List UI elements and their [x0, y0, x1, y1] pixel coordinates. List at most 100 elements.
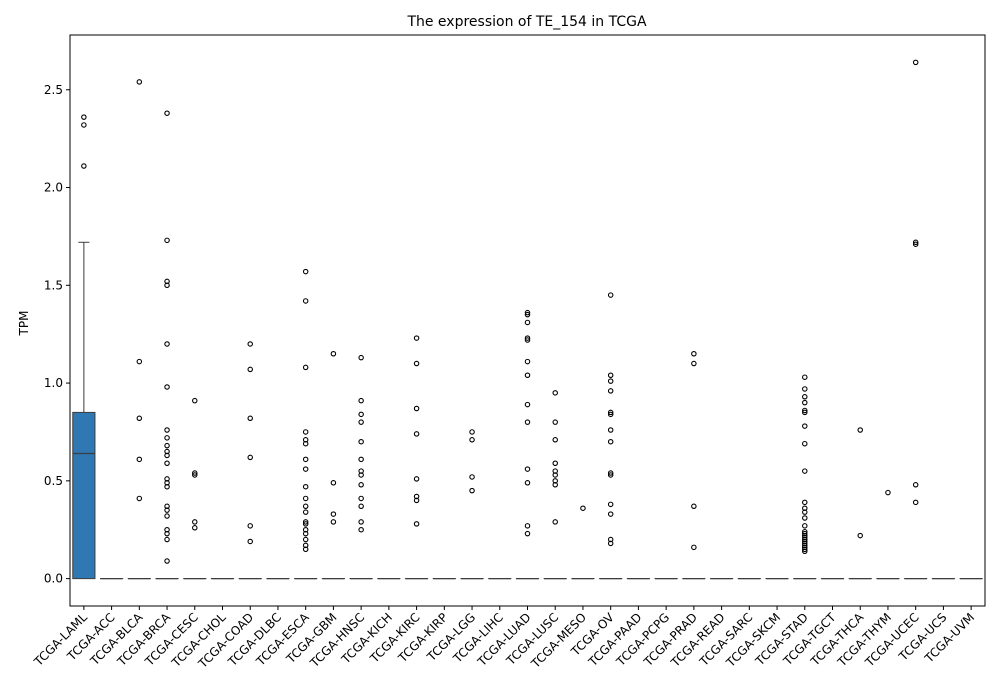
outlier-point	[164, 536, 170, 543]
box-group-tcga-ucec	[904, 59, 928, 580]
outlier-point	[247, 341, 253, 347]
box-group-tcga-meso	[571, 505, 595, 580]
outlier-point	[802, 399, 808, 406]
outlier-point	[912, 241, 919, 247]
chart-title: The expression of TE_154 in TCGA	[406, 14, 647, 30]
outlier-point	[802, 515, 808, 521]
box-group-tcga-blca	[127, 79, 151, 580]
y-tick-label: 1.0	[44, 376, 63, 390]
outlier-point	[524, 309, 531, 316]
outlier-point	[607, 511, 614, 517]
outlier-point	[413, 521, 420, 527]
outlier-point	[552, 519, 558, 525]
box-group-tcga-hnsc	[349, 354, 373, 580]
outlier-point	[330, 519, 337, 525]
outlier-point	[81, 163, 87, 169]
outlier-point	[330, 480, 337, 486]
outlier-point	[607, 388, 614, 394]
outlier-point	[524, 319, 531, 326]
outlier-point	[524, 401, 531, 408]
outlier-point	[302, 542, 309, 549]
box-group-tcga-stad	[793, 374, 817, 580]
outlier-point	[247, 366, 253, 373]
outlier-point	[607, 372, 614, 379]
outlier-point	[358, 419, 364, 425]
outlier-point	[302, 483, 309, 490]
box-group-tcga-lusc	[543, 390, 567, 580]
outlier-point	[302, 364, 309, 371]
outlier-point	[802, 505, 808, 511]
outlier-point	[802, 374, 808, 380]
outlier-point	[552, 419, 558, 425]
box-group-tcga-coad	[238, 341, 262, 580]
outlier-point	[802, 523, 808, 529]
outlier-point	[192, 470, 198, 476]
outlier-point	[607, 427, 614, 433]
y-tick-label: 2.0	[44, 181, 63, 195]
y-tick-label: 1.5	[44, 278, 63, 292]
box-group-tcga-prad	[682, 350, 706, 580]
outlier-point	[358, 503, 364, 510]
outlier-point	[802, 499, 808, 506]
outlier-point	[164, 341, 170, 347]
outlier-point	[358, 438, 364, 445]
outlier-point	[912, 499, 919, 506]
outlier-point	[469, 487, 475, 494]
outlier-point	[164, 503, 170, 510]
outlier-point	[552, 468, 558, 474]
outlier-point	[358, 482, 364, 488]
outlier-point	[164, 526, 170, 533]
outlier-point	[164, 448, 170, 455]
outlier-point	[136, 79, 143, 85]
outlier-point	[164, 513, 170, 519]
outlier-point	[247, 415, 253, 422]
outlier-point	[524, 311, 531, 318]
outlier-point	[330, 511, 337, 517]
outlier-point	[302, 298, 309, 304]
outlier-point	[524, 372, 531, 379]
outlier-point	[358, 354, 364, 361]
outlier-point	[192, 525, 198, 531]
outlier-point	[802, 468, 808, 474]
outlier-point	[802, 423, 808, 429]
outlier-point	[302, 466, 309, 472]
box-group-tcga-kirc	[405, 335, 429, 580]
y-tick-label: 0.0	[44, 572, 63, 586]
outlier-point	[469, 429, 475, 435]
y-tick-label: 2.5	[44, 83, 63, 97]
outlier-point	[552, 478, 558, 484]
outlier-point	[247, 538, 253, 545]
outlier-point	[358, 411, 364, 418]
outlier-point	[607, 438, 614, 445]
outlier-point	[164, 110, 170, 116]
outlier-point	[302, 536, 309, 543]
box	[72, 411, 96, 580]
outlier-point	[691, 544, 697, 551]
outlier-point	[607, 411, 614, 418]
outlier-point	[164, 460, 170, 466]
outlier-point	[552, 390, 558, 396]
outlier-point	[330, 350, 337, 357]
outlier-point	[413, 405, 420, 412]
outlier-point	[164, 558, 170, 564]
box-group-tcga-esca	[294, 268, 318, 580]
outlier-point	[247, 454, 253, 461]
outlier-point	[912, 59, 919, 66]
outlier-point	[607, 470, 614, 476]
y-axis-label: TPM	[17, 311, 31, 337]
box-group-tcga-gbm	[321, 350, 345, 580]
y-axis-ticks: 0.0 0.5 1.0 1.5 2.0 2.5	[44, 83, 70, 586]
outlier-point	[802, 528, 808, 535]
outlier-point	[607, 378, 614, 384]
outlier-point	[164, 442, 170, 449]
outlier-point	[802, 409, 808, 416]
outlier-point	[81, 114, 87, 120]
outlier-point	[413, 360, 420, 367]
outlier-point	[691, 503, 697, 510]
outlier-point	[358, 456, 364, 463]
outlier-point	[552, 460, 558, 466]
outlier-point	[136, 495, 143, 502]
y-tick-label: 0.5	[44, 474, 63, 488]
outlier-point	[302, 521, 309, 527]
outlier-point	[302, 519, 309, 525]
